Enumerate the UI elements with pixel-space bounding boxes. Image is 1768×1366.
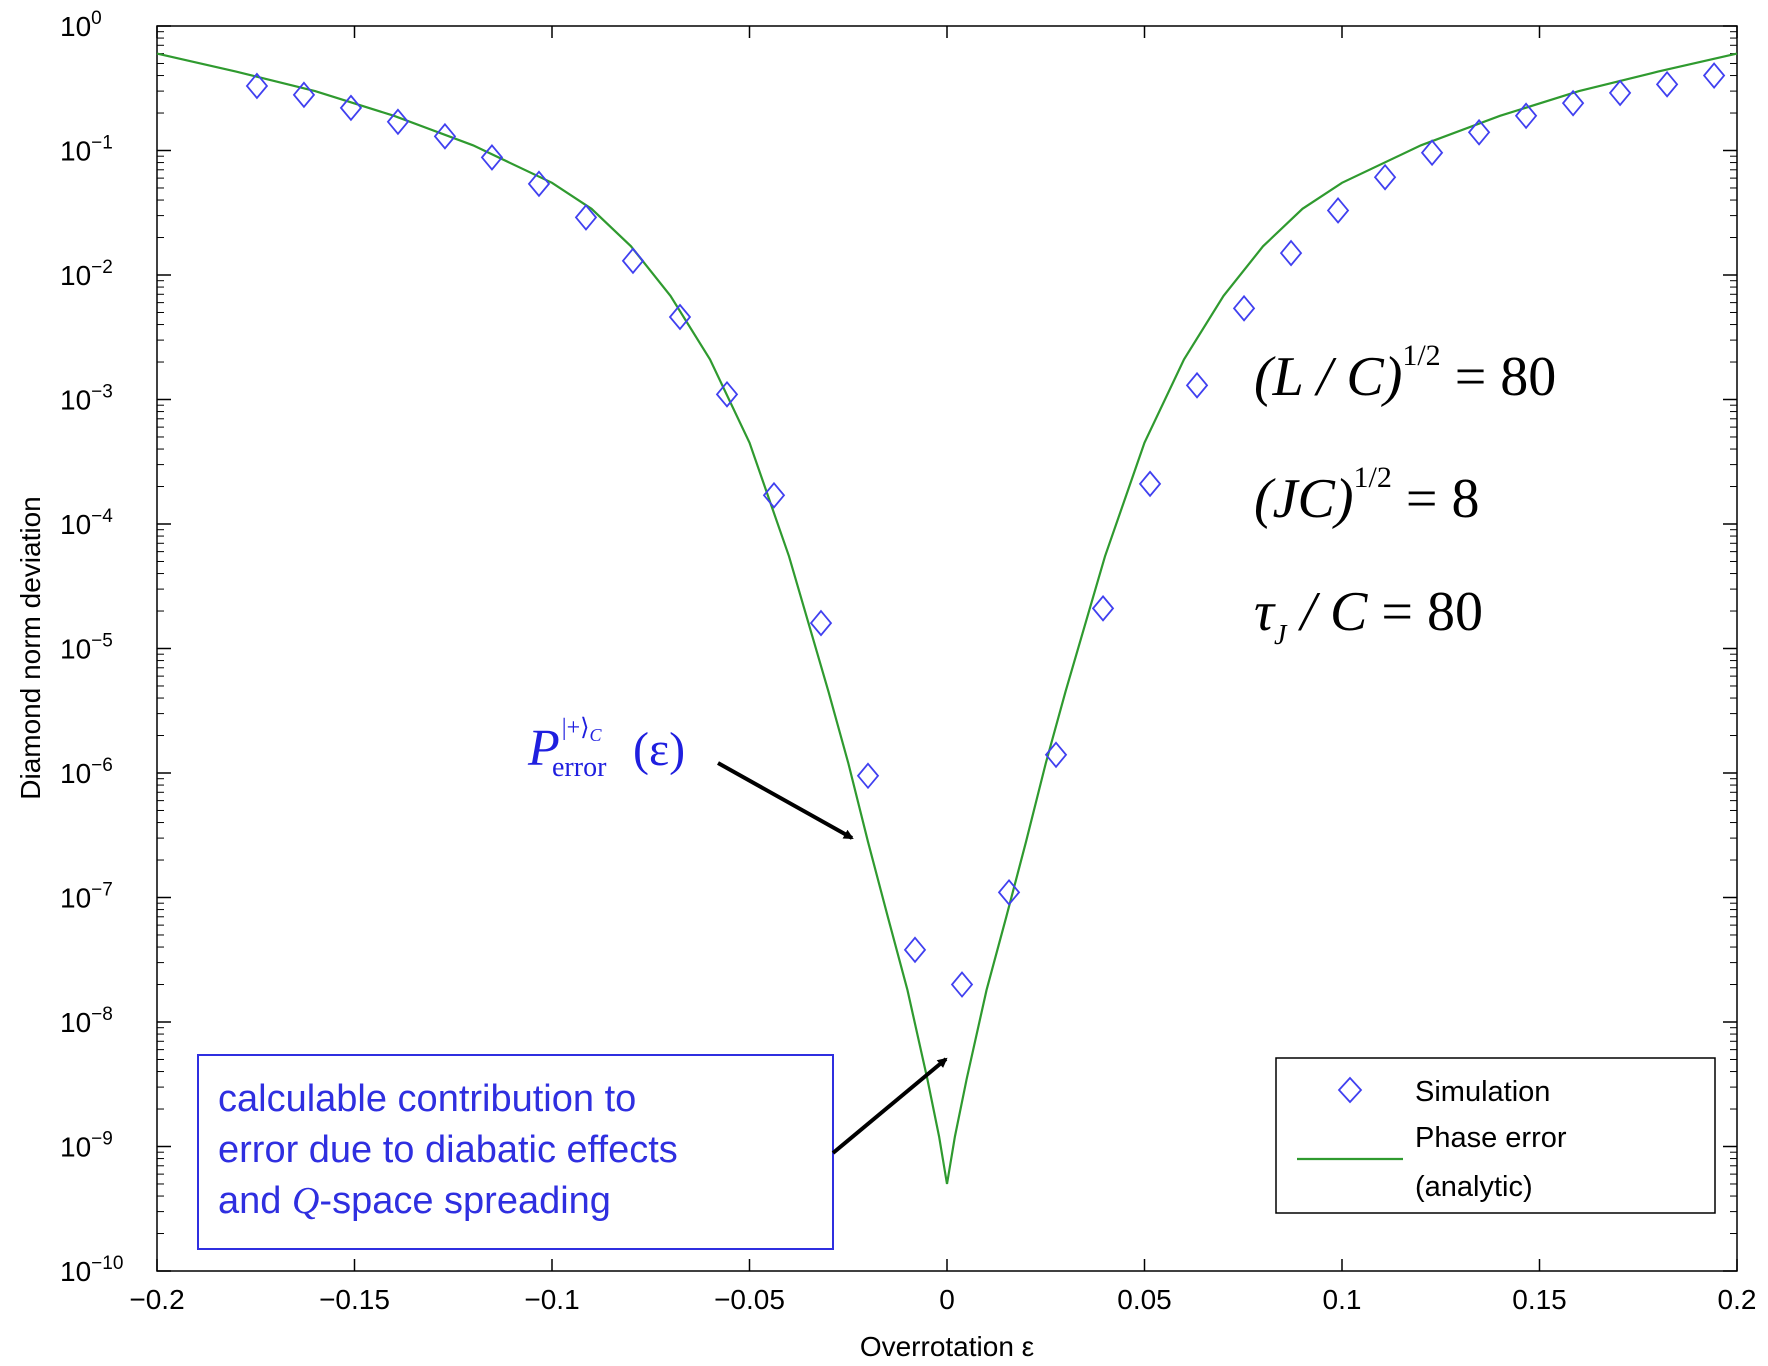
svg-text:τJ / C= 80: τJ / C = 80 (1254, 581, 1483, 651)
y-tick-label: 100 (60, 8, 102, 42)
data-point-simulation (1232, 294, 1256, 322)
y-tick-label: 10−10 (60, 1253, 123, 1287)
data-point-simulation (245, 72, 269, 100)
param-3-tau: τ (1254, 581, 1276, 643)
x-tick-label: 0 (939, 1284, 955, 1315)
x-axis-title: Overrotation ε (860, 1331, 1034, 1362)
data-point-simulation (527, 170, 551, 198)
data-point-simulation (1279, 239, 1303, 267)
data-point-simulation (1655, 70, 1679, 98)
note-box: calculable contribution to error due to … (197, 1054, 948, 1250)
data-point-simulation (1373, 163, 1397, 191)
data-point-simulation (1702, 62, 1726, 89)
legend: Simulation Phase error (analytic) (1275, 1057, 1716, 1214)
data-point-simulation (950, 971, 974, 998)
y-tick-label: 10−9 (60, 1129, 113, 1163)
y-tick-label: 10−5 (60, 631, 113, 665)
x-tick-label: 0.1 (1323, 1284, 1362, 1315)
data-point-simulation (1514, 102, 1538, 130)
x-tick-label: −0.15 (319, 1284, 390, 1315)
note-line-3q: Q (292, 1180, 319, 1222)
legend-entry-analytic: (analytic) (1415, 1171, 1533, 1203)
data-point-simulation (856, 762, 880, 790)
data-point-simulation (574, 204, 598, 231)
data-point-simulation (1420, 139, 1444, 167)
x-tick-label: −0.05 (714, 1284, 785, 1315)
param-3-rest: / C (1286, 581, 1368, 643)
data-point-simulation (997, 878, 1021, 906)
series-line-phase-error (156, 52, 1738, 1185)
param-2-exp: 1/2 (1354, 461, 1392, 494)
svg-text:(JC)1/2= 8: (JC)1/2 = 8 (1254, 461, 1479, 530)
param-1-lhs: (L / C) (1254, 346, 1402, 408)
data-point-simulation (339, 94, 363, 122)
curve-label-p: P (527, 720, 560, 777)
note-line-2: error due to diabatic effects (218, 1129, 678, 1171)
curve-label-sup: |+⟩ (562, 715, 590, 741)
param-1-exp: 1/2 (1402, 339, 1440, 372)
x-tick-label: 0.15 (1512, 1284, 1567, 1315)
data-point-simulation (1326, 197, 1350, 224)
param-3-sub: J (1274, 620, 1288, 651)
note-line-3a: and (218, 1180, 292, 1222)
y-tick-label: 10−2 (60, 257, 113, 291)
data-point-simulation (1561, 89, 1585, 117)
data-point-simulation (903, 936, 927, 964)
data-point-simulation (621, 247, 645, 275)
data-point-simulation (1608, 79, 1632, 107)
data-point-simulation (1044, 741, 1068, 769)
x-tick-label: −0.1 (524, 1284, 579, 1315)
svg-text:P|+⟩C: P|+⟩C (527, 715, 602, 777)
y-tick-label: 10−3 (60, 382, 113, 416)
param-2-rhs: = 8 (1406, 468, 1480, 530)
y-tick-label: 10−6 (60, 755, 113, 789)
x-tick-label: −0.2 (129, 1284, 184, 1315)
y-tick-label: 10−1 (60, 133, 113, 167)
legend-marker-simulation (1337, 1076, 1363, 1104)
note-line-3b: -space spreading (319, 1180, 611, 1222)
param-1-rhs: = 80 (1455, 346, 1557, 408)
curve-label: P|+⟩C error (ε) (527, 715, 854, 840)
legend-entry-phase-error: Phase error (1415, 1122, 1567, 1154)
y-tick-label: 10−8 (60, 1004, 113, 1038)
data-point-simulation (292, 81, 316, 109)
data-point-simulation (809, 609, 833, 637)
curve-label-sup-sub: C (589, 725, 602, 745)
y-tick-label: 10−7 (60, 880, 113, 914)
curve-label-arrow (717, 761, 854, 840)
y-axis-title: Diamond norm deviation (15, 496, 46, 800)
svg-text:and Q-space spreading: and Q-space spreading (218, 1180, 611, 1222)
param-3-rhs: = 80 (1381, 581, 1483, 643)
note-arrow (831, 1057, 948, 1155)
x-tick-label: 0.05 (1117, 1284, 1172, 1315)
data-point-simulation (480, 144, 504, 171)
note-line-1: calculable contribution to (218, 1078, 636, 1120)
y-tick-label: 10−4 (60, 506, 113, 540)
data-point-simulation (1467, 118, 1491, 146)
series-simulation (245, 62, 1726, 998)
data-point-simulation (1091, 594, 1115, 622)
param-2-lhs: (JC) (1254, 468, 1354, 530)
y-axis: 10−10 10−9 10−8 10−7 10−6 10−5 10−4 10−3 10−2 10−… (60, 8, 1737, 1287)
data-point-simulation (668, 303, 692, 331)
parameter-annotations: (L / C)1/2 = 80 (JC)1/2 = 8 τJ / C = 80 (1254, 339, 1556, 651)
data-point-simulation (1138, 470, 1162, 498)
data-point-simulation (433, 122, 457, 150)
legend-entry-simulation: Simulation (1415, 1076, 1550, 1108)
data-point-simulation (386, 108, 410, 136)
data-point-simulation (762, 481, 786, 509)
legend-box (1275, 1057, 1716, 1214)
curve-label-arg: (ε) (633, 723, 685, 776)
svg-text:(L / C)1/2= 80: (L / C)1/2 = 80 (1254, 339, 1556, 408)
x-tick-label: 0.2 (1718, 1284, 1757, 1315)
x-axis: −0.2 −0.15 −0.1 −0.05 0 0.05 0.1 0.15 0.2 (129, 26, 1756, 1315)
curve-label-sub: error (552, 752, 607, 783)
data-point-simulation (715, 380, 739, 408)
data-point-simulation (1185, 371, 1209, 399)
